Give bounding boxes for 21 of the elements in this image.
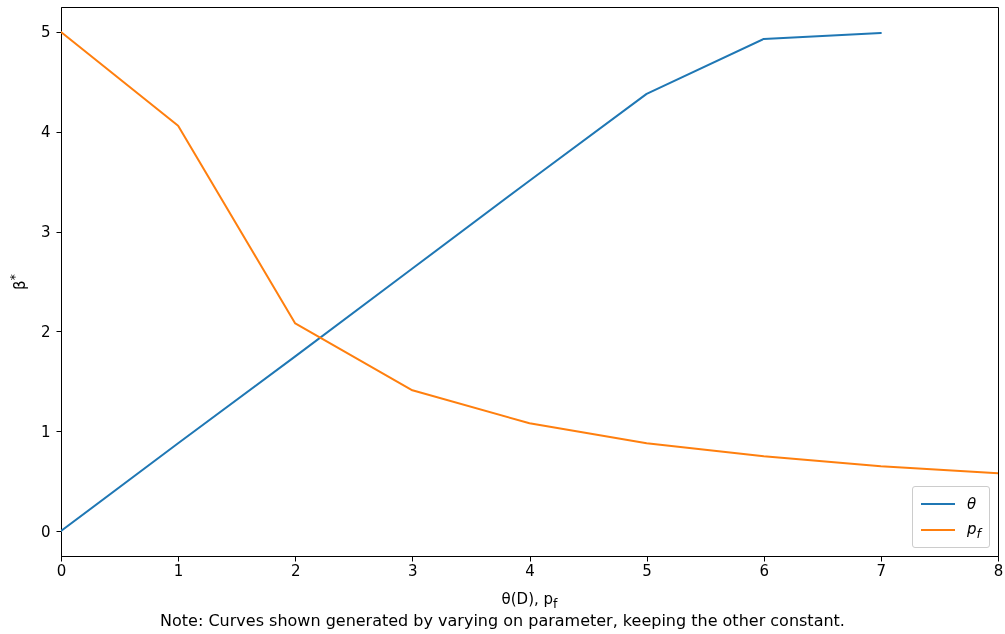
y-tick-label: 3 <box>40 223 51 242</box>
y-tick-label: 2 <box>40 322 51 341</box>
legend-label: p$_{f}$ <box>967 519 981 541</box>
x-tick-label: 5 <box>642 561 652 580</box>
y-tick-label: 5 <box>40 23 51 42</box>
x-tick-label: 3 <box>408 561 418 580</box>
line-series <box>61 30 998 475</box>
y-tick-label: 4 <box>40 123 51 142</box>
y-tick-label: 0 <box>40 522 51 541</box>
text: Note: Curves shown generated by varying on parameter, keeping the other constant. <box>160 611 845 630</box>
x-tick-label: 7 <box>876 561 887 580</box>
x-tick-label: 1 <box>173 561 184 580</box>
x-tick-label: 0 <box>56 561 67 580</box>
x-tick-label: 6 <box>759 561 770 580</box>
line-series <box>61 31 882 533</box>
x-tick-label: 8 <box>993 561 1004 580</box>
legend-label: θ <box>967 495 977 513</box>
y-tick-label: 1 <box>40 422 51 441</box>
x-tick-label: 2 <box>290 561 301 580</box>
x-tick-label: 4 <box>525 561 535 580</box>
x-axis-title: θ(D), p$_{f}$ <box>501 590 558 611</box>
